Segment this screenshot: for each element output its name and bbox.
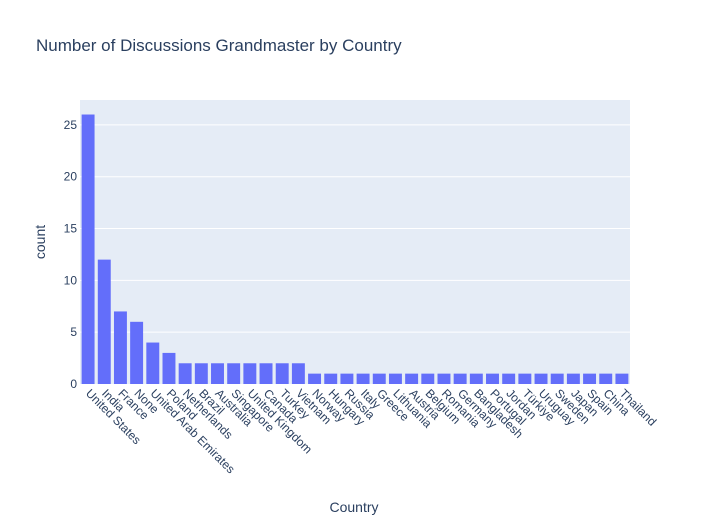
plot-background (80, 100, 630, 384)
y-tick-label: 10 (64, 273, 78, 287)
bar (113, 311, 127, 384)
bar (243, 363, 257, 384)
bar (227, 363, 241, 384)
bar (308, 373, 322, 384)
chart-title: Number of Discussions Grandmaster by Cou… (36, 36, 402, 55)
y-tick-label: 25 (64, 118, 78, 132)
bar (324, 373, 338, 384)
bar (534, 373, 548, 384)
bar (437, 373, 451, 384)
bar (81, 114, 95, 384)
bar (599, 373, 613, 384)
bar (162, 352, 176, 384)
bar (486, 373, 499, 384)
bar (372, 373, 386, 384)
bar (291, 363, 305, 384)
bar (340, 373, 354, 384)
bar (453, 373, 467, 384)
bar (178, 363, 192, 384)
y-tick-label: 15 (64, 222, 78, 236)
bar (583, 373, 597, 384)
bar (469, 373, 483, 384)
bar (146, 342, 160, 384)
bar (566, 373, 580, 384)
bar (615, 373, 629, 384)
y-tick-label: 20 (64, 170, 78, 184)
bar (502, 373, 516, 384)
y-tick-label: 5 (70, 325, 77, 339)
y-tick-label: 0 (70, 377, 77, 391)
bars (81, 114, 629, 384)
x-axis-title: Country (329, 499, 378, 515)
y-tick-labels: 0 5 10 15 20 25 (64, 118, 78, 391)
bar (194, 363, 208, 384)
bar (130, 321, 144, 384)
bar (97, 259, 111, 384)
bar (550, 373, 564, 384)
y-axis-title: count (32, 225, 48, 259)
bar (356, 373, 370, 384)
bar (405, 373, 419, 384)
bar (421, 373, 435, 384)
bar (211, 363, 224, 384)
bar (259, 363, 273, 384)
bar (518, 373, 532, 384)
bar (388, 373, 402, 384)
bar (275, 363, 289, 384)
grid-lines (80, 124, 630, 333)
